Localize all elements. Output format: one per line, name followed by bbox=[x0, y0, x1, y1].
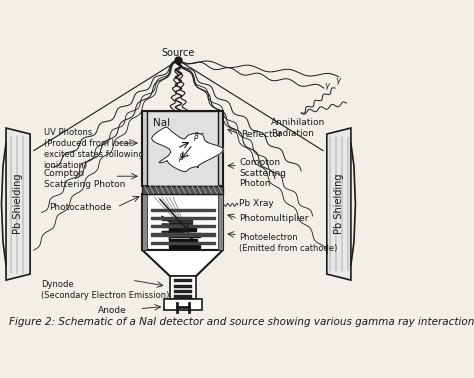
Text: Photocathode: Photocathode bbox=[49, 203, 111, 212]
Text: Compton
Scattering Photon: Compton Scattering Photon bbox=[44, 169, 125, 189]
Polygon shape bbox=[174, 285, 192, 288]
Polygon shape bbox=[152, 127, 223, 172]
Polygon shape bbox=[169, 228, 200, 248]
Polygon shape bbox=[164, 299, 202, 310]
Text: Pb Shielding: Pb Shielding bbox=[334, 174, 344, 234]
Text: Pb Xray: Pb Xray bbox=[239, 199, 274, 208]
Text: UV Photons
(Produced from local
excited states following
ionisation): UV Photons (Produced from local excited … bbox=[44, 128, 144, 170]
Text: Anode: Anode bbox=[98, 306, 127, 315]
Text: Photoelectron
(Emitted from cathode): Photoelectron (Emitted from cathode) bbox=[239, 234, 338, 253]
Polygon shape bbox=[174, 290, 192, 293]
Text: Source: Source bbox=[162, 48, 195, 58]
Text: Dynode
(Secondary Electron Emission): Dynode (Secondary Electron Emission) bbox=[41, 280, 170, 299]
Text: Photomultiplier: Photomultiplier bbox=[239, 214, 309, 223]
Text: Figure 2: Schematic of a NaI detector and source showing various gamma ray inter: Figure 2: Schematic of a NaI detector an… bbox=[9, 317, 474, 327]
Polygon shape bbox=[147, 111, 219, 186]
Polygon shape bbox=[142, 194, 223, 250]
Polygon shape bbox=[174, 295, 192, 298]
Polygon shape bbox=[142, 250, 223, 276]
Polygon shape bbox=[327, 128, 351, 280]
Polygon shape bbox=[162, 216, 192, 239]
Text: $\gamma$: $\gamma$ bbox=[324, 81, 331, 92]
Polygon shape bbox=[219, 194, 223, 250]
Polygon shape bbox=[174, 279, 192, 282]
Polygon shape bbox=[142, 111, 223, 186]
Text: Reflector: Reflector bbox=[241, 130, 282, 138]
Polygon shape bbox=[6, 128, 30, 280]
Polygon shape bbox=[151, 217, 215, 219]
Text: Compton
Scattering
Photon: Compton Scattering Photon bbox=[239, 158, 286, 188]
Text: $\gamma$: $\gamma$ bbox=[335, 76, 342, 87]
Polygon shape bbox=[151, 242, 215, 244]
Polygon shape bbox=[151, 209, 215, 211]
Text: Pb Shielding: Pb Shielding bbox=[13, 174, 23, 234]
Text: NaI: NaI bbox=[153, 118, 170, 128]
Text: $\beta^+$: $\beta^+$ bbox=[179, 152, 191, 165]
Text: Annihilation
Radiation: Annihilation Radiation bbox=[271, 118, 325, 138]
Text: $\beta^-$: $\beta^-$ bbox=[193, 130, 205, 143]
Polygon shape bbox=[151, 225, 215, 228]
Polygon shape bbox=[142, 194, 147, 250]
Polygon shape bbox=[170, 276, 196, 299]
Polygon shape bbox=[142, 186, 223, 194]
Polygon shape bbox=[151, 234, 215, 236]
